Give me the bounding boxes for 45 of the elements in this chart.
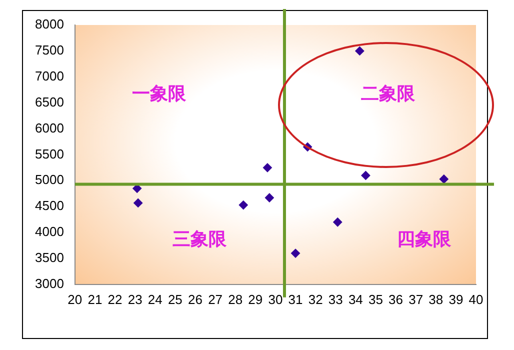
x-tick-label: 29	[248, 292, 263, 307]
x-tick-label: 36	[388, 292, 404, 307]
point	[361, 170, 370, 180]
x-tick-label: 40	[468, 292, 484, 307]
y-tick-label: 3500	[35, 250, 64, 266]
x-tick-label: 22	[108, 292, 122, 307]
y-tick-label: 6000	[35, 120, 64, 136]
y-tick-label: 5000	[35, 172, 64, 188]
x-tick-label: 23	[128, 292, 142, 307]
x-tick-label: 20	[68, 292, 82, 307]
point	[333, 218, 342, 227]
x-tick-label: 34	[348, 292, 363, 307]
y-tick-label: 7000	[35, 68, 64, 84]
x-tick-label: 28	[228, 292, 243, 307]
x-tick-label: 39	[448, 292, 464, 307]
y-tick-label: 4500	[35, 198, 64, 214]
x-tick-label: 25	[168, 292, 182, 307]
annotation: 四象限	[396, 228, 452, 250]
y-tick-label: 6500	[35, 94, 64, 110]
x-tick-label: 26	[188, 292, 202, 307]
x-tick-label: 35	[368, 292, 383, 307]
annotation: 二象限	[360, 84, 416, 105]
x-tick-label: 38	[428, 292, 444, 307]
x-tick-label: 21	[88, 292, 102, 307]
y-tick-label: 7500	[35, 42, 64, 58]
point	[134, 198, 143, 208]
x-tick-label: 37	[408, 292, 424, 307]
x-tick-label: 24	[148, 292, 162, 307]
point	[262, 163, 272, 172]
x-tick-label: 27	[208, 292, 223, 307]
y-tick-label: 4000	[35, 224, 64, 240]
point	[439, 174, 448, 184]
point	[238, 200, 248, 210]
y-tick-label: 8000	[35, 16, 64, 32]
annotation: 三象限	[172, 228, 228, 250]
point	[291, 248, 300, 258]
x-tick-label: 31	[288, 292, 303, 307]
point	[264, 193, 274, 202]
x-tick-label: 33	[328, 292, 343, 307]
x-tick-label: 32	[308, 292, 323, 307]
x-tick-label: 30	[268, 292, 283, 307]
annotation: 一象限	[132, 84, 188, 105]
point	[355, 46, 364, 56]
y-tick-label: 3000	[35, 276, 64, 291]
y-tick-label: 5500	[35, 146, 64, 162]
